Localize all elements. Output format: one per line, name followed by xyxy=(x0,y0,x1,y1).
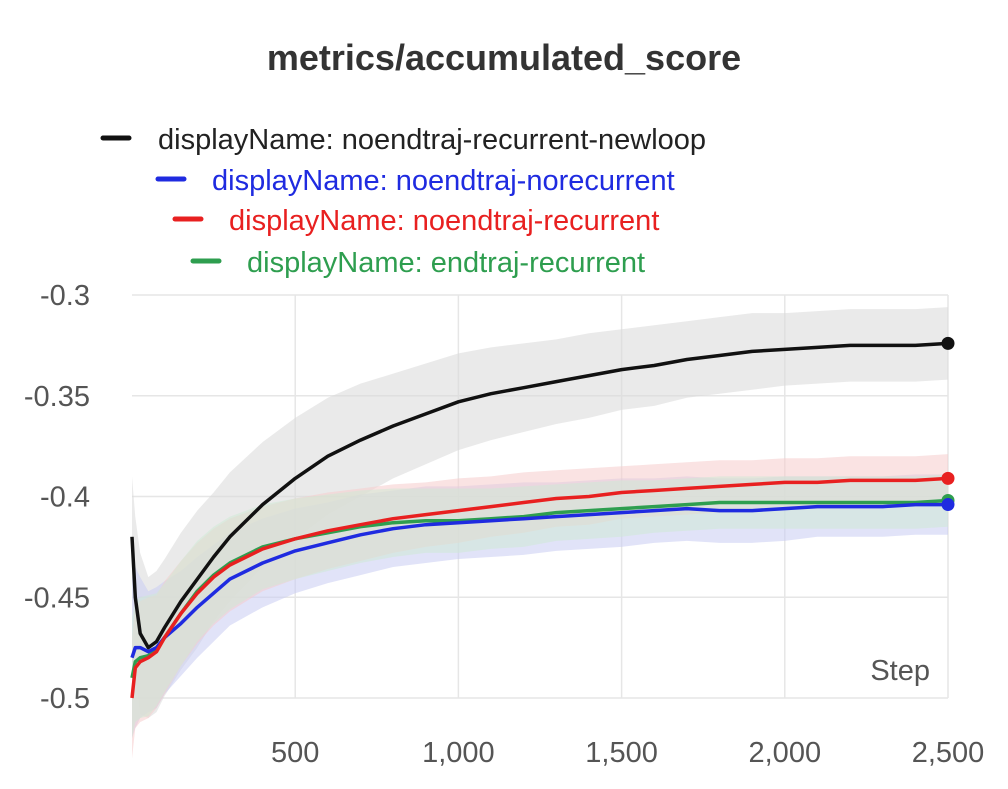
series-endpoint xyxy=(941,336,955,350)
y-tick-label: -0.3 xyxy=(40,280,90,312)
y-axis-ticks: -0.3 -0.35 -0.4 -0.45 -0.5 xyxy=(24,280,90,715)
x-tick-label: 1,000 xyxy=(422,737,495,769)
x-tick-label: 1,500 xyxy=(585,737,658,769)
series-endpoint xyxy=(941,471,955,485)
x-tick-label: 500 xyxy=(271,737,319,769)
x-tick-label: 2,500 xyxy=(912,737,985,769)
series-line xyxy=(130,341,949,650)
y-tick-label: -0.45 xyxy=(24,582,90,614)
legend-entry: displayName: endtraj-recurrent xyxy=(247,247,645,279)
series-endpoint xyxy=(941,498,955,512)
legend: displayName: noendtraj-recurrent-newloop… xyxy=(100,124,706,279)
confidence-bands xyxy=(132,307,948,759)
series-endpoints xyxy=(941,336,955,512)
legend-entry: displayName: noendtraj-recurrent-newloop xyxy=(158,124,706,156)
x-axis-ticks: 500 1,000 1,500 2,000 2,500 xyxy=(271,737,984,769)
legend-entry: displayName: noendtraj-recurrent xyxy=(229,205,659,237)
y-tick-label: -0.5 xyxy=(40,683,90,715)
x-tick-label: 2,000 xyxy=(749,737,822,769)
legend-entry: displayName: noendtraj-norecurrent xyxy=(212,165,675,197)
series-band xyxy=(132,307,948,719)
y-tick-label: -0.4 xyxy=(40,482,90,514)
y-tick-label: -0.35 xyxy=(24,381,90,413)
x-axis-label: Step xyxy=(870,655,930,687)
chart-title: metrics/accumulated_score xyxy=(267,37,741,78)
series-line xyxy=(130,476,949,699)
series-lines xyxy=(130,341,949,699)
